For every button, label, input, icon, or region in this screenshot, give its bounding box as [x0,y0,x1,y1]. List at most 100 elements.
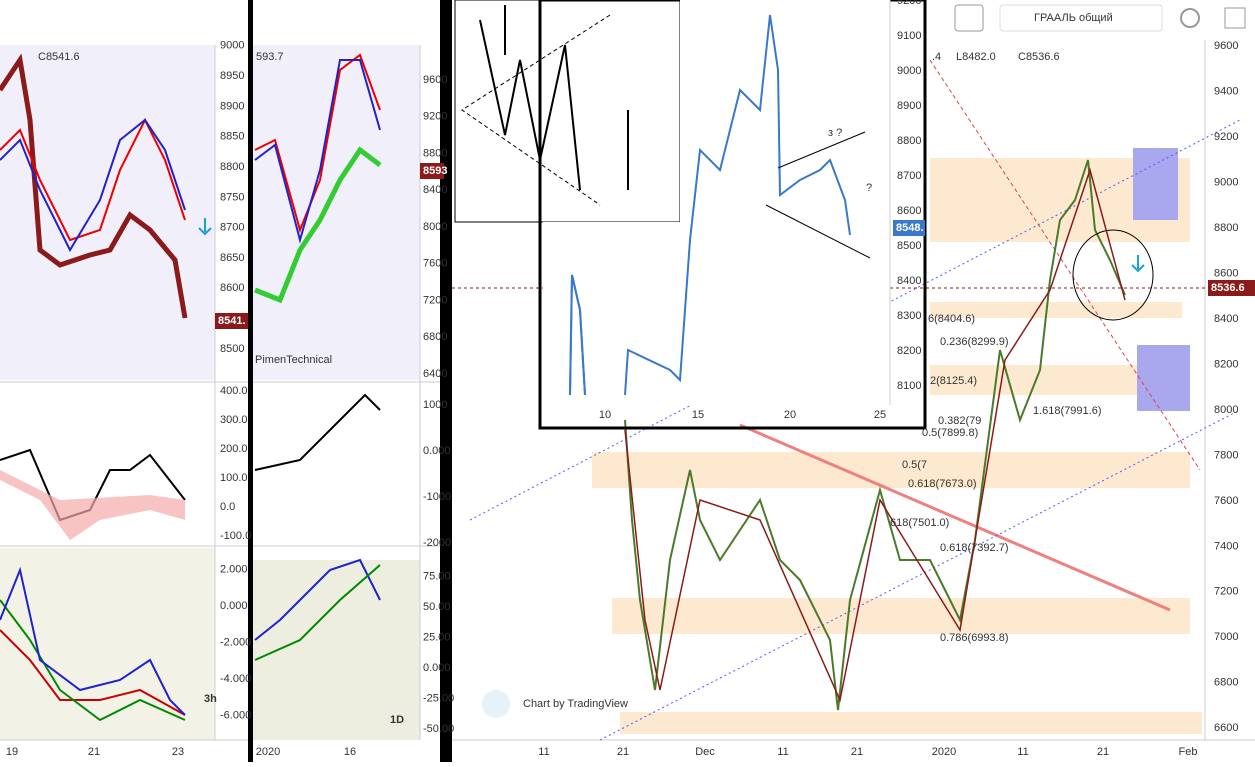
y-tick-label: -1000 [423,491,451,503]
y-tick-label: 9200 [1214,131,1238,143]
channel-line [929,59,1201,471]
y-tick-label: 7600 [423,258,447,270]
zone [612,598,1190,634]
candles [254,146,382,304]
y-tick-label: -4.000 [220,673,251,685]
y-tick-label: 8900 [220,100,244,112]
y-tick-label: 75.00 [423,570,451,582]
inset-bg [680,0,890,222]
price-tag [215,313,248,329]
fib-label: 2(8125.4) [930,375,977,387]
triangle-line [765,131,871,259]
sketch-image [454,0,681,223]
separator [440,0,452,762]
ohlc-header: L8482.0 [956,51,996,63]
y-tick-label: 8800 [220,161,244,173]
x-tick-label: 21 [851,746,863,758]
y-tick-label: -2.000 [220,637,251,649]
ma-line [254,59,381,244]
y-tick-label: 9000 [220,40,244,52]
layout-name: ГРААЛЬ общий [1034,12,1113,24]
y-tick-label: 8850 [220,131,244,143]
candles [0,53,188,319]
y-tick-label: 7400 [1214,540,1238,552]
y-tick-label: 8000 [423,221,447,233]
pane-bg [253,560,420,740]
x-tick-label: 2020 [932,746,956,758]
x-tick-label: 11 [538,746,549,758]
y-tick-label: 9400 [1214,86,1238,98]
macd-line [0,566,186,716]
fib-label: 0.5(7 [902,459,927,471]
watermark: PimenTechnical [255,354,332,366]
highlight-circle [1072,229,1154,321]
last-price: 8593 [423,165,447,177]
last-price: 8541. [218,315,246,327]
channel-line [599,409,1241,741]
fib-label: 0.382(79 [938,415,981,427]
tv-logo [482,690,510,718]
fib-label: 0.5(7899.8) [922,427,978,439]
last-price: 8536.6 [1211,282,1245,294]
y-tick-label: 8800 [423,147,447,159]
y-tick-label: 7200 [1214,586,1238,598]
settings-button[interactable] [1180,8,1200,28]
x-tick-label: 20 [784,409,796,421]
y-tick-label: -25.00 [423,692,454,704]
fib-label: 618(7501.0) [890,517,949,529]
y-tick-label: 0.0 [220,501,235,513]
y-tick-label: 0.000 [220,600,248,612]
macd-line [0,599,186,722]
y-tick-label: 0.000 [423,445,451,457]
y-tick-label: 9000 [897,65,921,77]
x-tick-label: 2020 [256,746,280,758]
y-tick-label: 8200 [1214,358,1238,370]
zone [592,452,1190,488]
y-tick-label: 9600 [1214,40,1238,52]
y-tick-label: 2.000 [220,563,248,575]
price-tag [420,163,444,179]
fib-label: 0.236(8299.9) [940,336,1009,348]
y-tick-label: 8750 [220,191,244,203]
y-tick-label: 8600 [220,282,244,294]
x-tick-label: 21 [1097,746,1109,758]
inset-frame [538,0,927,430]
attribution: Chart by TradingView [523,698,628,710]
y-tick-label: 6800 [423,331,447,343]
macd-line [0,629,186,716]
y-tick-label: 7000 [1214,631,1238,643]
fib-label: 1.618(7991.6) [1033,405,1102,417]
x-tick-label: 10 [599,409,611,421]
y-tick-label: 8700 [897,170,921,182]
fullscreen-button[interactable] [1224,7,1246,29]
ohlc-header: 593.7 [256,51,284,63]
y-tick-label: 8800 [897,135,921,147]
y-tick-label: 6800 [1214,677,1238,689]
sketch-line [461,14,611,206]
y-tick-label: 8900 [897,100,921,112]
layout-selector[interactable] [999,4,1163,32]
zone [930,302,1182,318]
osc-line [254,393,381,471]
y-tick-label: 100.0 [220,472,248,484]
x-tick-label: 11 [777,746,788,758]
y-tick-label: -50.00 [423,723,454,735]
target-box [1137,345,1190,411]
x-tick-label: 25 [874,409,886,421]
fib-label: 0.618(7392.7) [940,542,1009,554]
osc-area [0,470,185,540]
y-tick-label: 8600 [897,205,921,217]
y-tick-label: 8400 [1214,313,1238,325]
y-tick-label: 9100 [897,30,921,42]
annotation: з ? [828,127,842,139]
inset-bg [543,222,890,405]
ohlc-header: C8541.6 [38,51,80,63]
trend-line [739,423,1171,612]
y-tick-label: 0.000 [423,662,451,674]
fib-label: 0.786(6993.8) [940,632,1009,644]
y-tick-label: 8400 [897,275,921,287]
y-tick-label: 8500 [897,240,921,252]
y-tick-label: 8600 [1214,268,1238,280]
price-candles [624,159,1126,711]
camera-button[interactable] [954,4,984,32]
